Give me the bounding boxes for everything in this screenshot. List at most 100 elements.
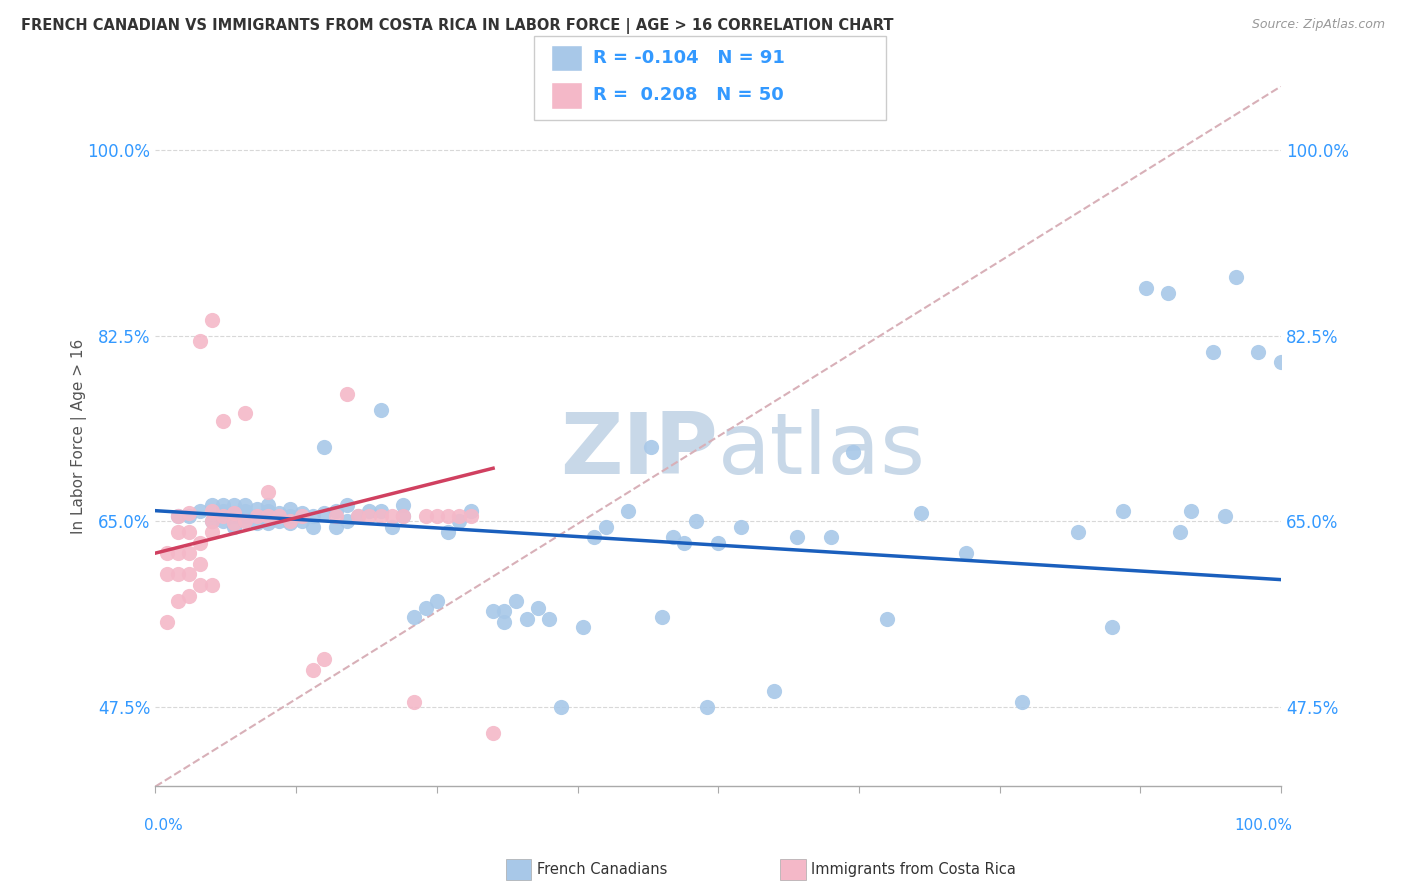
Point (224, 506, 246, 520)
Point (595, 519, 617, 533)
Point (404, 609, 426, 624)
Point (201, 578, 224, 592)
Point (1202, 344, 1225, 359)
Point (527, 601, 550, 615)
Point (336, 499, 359, 513)
Point (325, 508, 347, 523)
Point (347, 508, 370, 523)
Point (190, 578, 212, 592)
Text: 100.0%: 100.0% (1234, 818, 1292, 833)
Point (156, 567, 179, 582)
Text: 0.0%: 0.0% (145, 818, 183, 833)
Point (876, 612, 898, 626)
Point (1157, 286, 1180, 301)
Point (257, 516, 280, 531)
Point (167, 508, 190, 523)
Point (190, 334, 212, 348)
Point (392, 508, 415, 523)
Point (235, 499, 257, 513)
Point (156, 615, 179, 629)
Text: French Canadians: French Canadians (537, 863, 668, 877)
Point (190, 504, 212, 518)
Point (516, 612, 538, 626)
Point (235, 514, 257, 528)
Point (257, 484, 280, 499)
Point (910, 506, 932, 520)
Point (572, 620, 595, 634)
Point (392, 508, 415, 523)
Point (269, 508, 291, 523)
Point (359, 504, 381, 518)
Point (235, 504, 257, 518)
Point (673, 535, 696, 549)
Point (955, 546, 977, 560)
Point (246, 508, 269, 523)
Point (167, 594, 190, 608)
Text: Immigrants from Costa Rica: Immigrants from Costa Rica (811, 863, 1017, 877)
Point (482, 604, 505, 618)
Point (179, 508, 201, 523)
Point (370, 508, 392, 523)
Point (302, 519, 325, 533)
Point (179, 506, 201, 520)
Point (212, 504, 235, 518)
Point (224, 516, 246, 531)
Point (449, 508, 471, 523)
Text: atlas: atlas (718, 409, 927, 491)
Point (302, 508, 325, 523)
Point (460, 508, 482, 523)
Point (291, 514, 314, 528)
Point (246, 516, 269, 531)
Point (257, 508, 280, 523)
Point (201, 312, 224, 326)
Point (662, 530, 685, 544)
Point (494, 604, 516, 618)
Point (370, 504, 392, 518)
Point (426, 508, 449, 523)
Point (696, 700, 718, 714)
Point (617, 504, 640, 518)
Point (1101, 620, 1123, 634)
Point (583, 530, 606, 544)
Point (381, 519, 404, 533)
Point (280, 508, 302, 523)
Point (786, 530, 808, 544)
Y-axis label: In Labor Force | Age > 16: In Labor Force | Age > 16 (72, 339, 87, 534)
Point (640, 440, 662, 454)
Point (538, 612, 561, 626)
Point (482, 726, 505, 740)
Point (179, 589, 201, 603)
Point (246, 508, 269, 523)
Point (269, 506, 291, 520)
Point (1011, 695, 1033, 709)
Point (257, 508, 280, 523)
Point (224, 508, 246, 523)
Point (280, 514, 302, 528)
Point (201, 499, 224, 513)
Point (167, 524, 190, 539)
Text: R =  0.208   N = 50: R = 0.208 N = 50 (593, 87, 785, 104)
Point (1168, 524, 1191, 539)
Point (1067, 524, 1090, 539)
Point (212, 413, 235, 427)
Point (730, 519, 752, 533)
Point (1135, 281, 1157, 295)
Point (212, 508, 235, 523)
Point (224, 506, 246, 520)
Point (685, 514, 707, 528)
Point (291, 508, 314, 523)
Point (302, 663, 325, 677)
Text: FRENCH CANADIAN VS IMMIGRANTS FROM COSTA RICA IN LABOR FORCE | AGE > 16 CORRELAT: FRENCH CANADIAN VS IMMIGRANTS FROM COSTA… (21, 18, 894, 34)
Point (235, 508, 257, 523)
Point (201, 514, 224, 528)
Text: ZIP: ZIP (561, 409, 718, 491)
Point (314, 652, 336, 666)
Point (370, 403, 392, 417)
Point (201, 524, 224, 539)
Point (392, 499, 415, 513)
Point (314, 440, 336, 454)
Point (224, 499, 246, 513)
Point (235, 406, 257, 420)
Point (269, 514, 291, 528)
Point (314, 506, 336, 520)
